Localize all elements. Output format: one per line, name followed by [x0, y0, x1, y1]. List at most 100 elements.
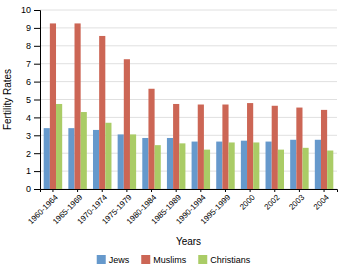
- x-tick-mark: [299, 189, 300, 192]
- y-tick-label: 8: [26, 41, 31, 51]
- bar: [124, 59, 130, 189]
- legend-label: Jews: [109, 255, 130, 265]
- grid-line: [40, 45, 337, 46]
- y-tick: 4: [26, 113, 40, 123]
- bar: [93, 130, 99, 189]
- chart-svg: 0123456789101960-19641965-19691970-19741…: [0, 0, 347, 271]
- x-tick: 2002: [263, 189, 282, 212]
- bar: [105, 123, 111, 189]
- y-tick-label: 4: [26, 113, 31, 123]
- y-tick: 5: [26, 95, 40, 105]
- y-tick-label: 0: [26, 184, 31, 194]
- y-tick-label: 1: [26, 166, 31, 176]
- x-tick-label: 1995-1999: [199, 192, 233, 226]
- grid: [40, 10, 337, 189]
- y-tick-mark: [34, 64, 40, 65]
- x-tick-mark: [176, 189, 177, 192]
- y-tick: 6: [26, 77, 40, 87]
- bar: [56, 104, 62, 189]
- bar: [278, 150, 284, 189]
- bar: [253, 142, 259, 189]
- x-tick-label: 2002: [263, 192, 282, 211]
- bar: [247, 103, 253, 189]
- x-tick: 2003: [287, 189, 306, 212]
- legend-swatch: [97, 255, 106, 264]
- y-tick-mark: [34, 10, 40, 11]
- bar: [68, 128, 74, 189]
- x-tick-mark: [77, 189, 78, 192]
- x-axis-line: [41, 190, 338, 193]
- y-tick-mark: [34, 100, 40, 101]
- bar: [290, 140, 296, 189]
- y-tick-mark: [34, 189, 40, 190]
- grid-line: [40, 99, 337, 100]
- bar: [118, 134, 124, 189]
- bar: [44, 128, 50, 189]
- y-tick-mark: [34, 153, 40, 154]
- y-tick-mark: [34, 171, 40, 172]
- y-tick: 0: [26, 184, 40, 194]
- legend: Jews Muslims Christians: [97, 255, 251, 265]
- y-tick-label: 2: [26, 149, 31, 159]
- plot-area: 0123456789101960-19641965-19691970-19741…: [21, 5, 338, 226]
- legend-swatch: [141, 255, 150, 264]
- x-tick-mark: [274, 189, 275, 192]
- y-tick-mark: [34, 135, 40, 136]
- bar: [266, 142, 272, 189]
- y-tick-mark: [34, 117, 40, 118]
- y-axis-title: Fertility Rates: [2, 69, 13, 130]
- legend-item: Jews: [97, 255, 130, 265]
- bar: [179, 143, 185, 189]
- y-tick: 1: [26, 166, 40, 176]
- chart-container: 0123456789101960-19641965-19691970-19741…: [0, 0, 347, 271]
- legend-item: Christians: [198, 255, 251, 265]
- y-tick-label: 10: [21, 5, 31, 15]
- y-tick-mark: [34, 82, 40, 83]
- bar: [130, 134, 136, 189]
- y-tick: 8: [26, 41, 40, 51]
- y-tick-label: 7: [26, 59, 31, 69]
- legend-label: Christians: [210, 255, 251, 265]
- bar: [272, 106, 278, 189]
- y-tick-label: 9: [26, 23, 31, 33]
- x-tick: 2004: [312, 189, 331, 212]
- legend-item: Muslims: [141, 255, 186, 265]
- bar: [321, 110, 327, 189]
- x-tick-mark: [324, 189, 325, 192]
- grid-line: [40, 27, 337, 28]
- y-axis: 0 1 2 3 4 5 6 7 8 9 10: [21, 5, 41, 194]
- bar: [99, 36, 105, 189]
- grid-line: [40, 63, 337, 64]
- bar: [241, 141, 247, 189]
- x-tick-label: 2003: [287, 192, 306, 211]
- y-tick: 9: [26, 23, 40, 33]
- bar: [302, 148, 308, 189]
- y-tick-label: 6: [26, 77, 31, 87]
- y-tick: 3: [26, 131, 40, 141]
- bar: [81, 112, 87, 189]
- bar: [229, 142, 235, 189]
- x-tick-mark: [102, 189, 103, 192]
- legend-label: Muslims: [153, 255, 186, 265]
- x-tick-mark: [200, 189, 201, 192]
- bars: [44, 23, 334, 189]
- x-tick: 2000: [238, 189, 257, 212]
- x-tick: 1995-1999: [199, 189, 233, 226]
- bar: [222, 105, 228, 189]
- y-tick: 2: [26, 149, 40, 159]
- grid-line: [40, 10, 337, 11]
- x-tick-mark: [151, 189, 152, 192]
- bar: [50, 23, 56, 189]
- bar: [204, 150, 210, 189]
- bar: [75, 23, 81, 189]
- bar: [327, 151, 333, 189]
- bar: [142, 138, 148, 189]
- bar: [155, 145, 161, 189]
- x-tick-mark: [52, 189, 53, 192]
- y-tick-label: 3: [26, 131, 31, 141]
- x-axis-title: Years: [176, 236, 201, 247]
- y-tick-mark: [34, 46, 40, 47]
- bar: [167, 138, 173, 189]
- x-tick-label: 2004: [312, 192, 331, 211]
- bar: [216, 142, 222, 189]
